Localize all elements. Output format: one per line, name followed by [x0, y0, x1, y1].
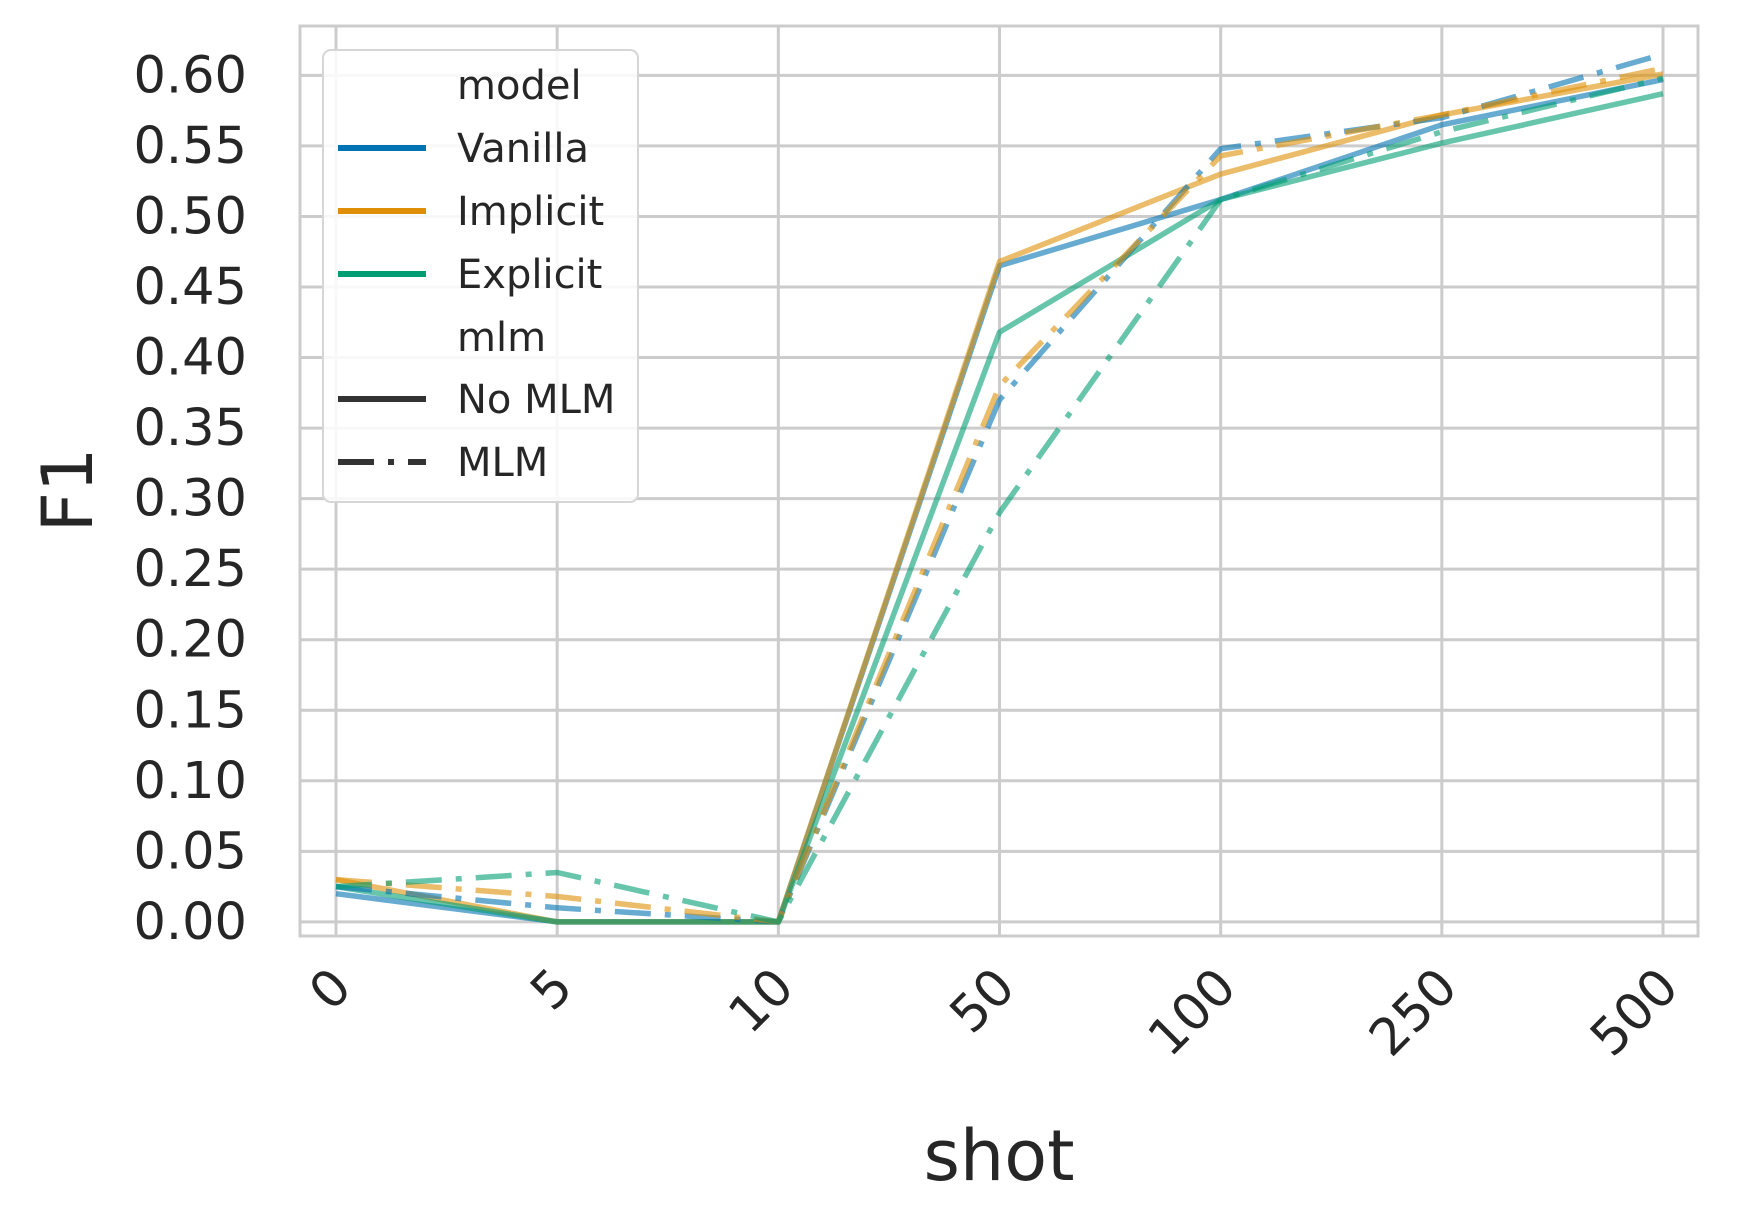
legend-box	[322, 49, 639, 503]
x-tick-label: 50	[939, 957, 1027, 1045]
y-tick-label: 0.35	[133, 399, 247, 458]
series-line-vanilla-mlm	[335, 51, 1664, 925]
legend-label-implicit: Implicit	[457, 189, 604, 235]
y-tick-label: 0.40	[133, 329, 247, 388]
x-tick-label: 500	[1580, 957, 1691, 1068]
legend: model Vanilla Implicit Explicit mlm No M…	[322, 49, 639, 503]
y-tick-label: 0.50	[133, 187, 247, 246]
x-tick-label: 250	[1358, 957, 1469, 1068]
x-axis-label: shot	[923, 1115, 1074, 1197]
legend-title-model: model	[457, 63, 582, 109]
series-line-explicit-mlm	[335, 75, 1664, 925]
series-line-explicit-no-mlm	[335, 91, 1664, 925]
x-tick-label: 100	[1137, 957, 1248, 1068]
y-tick-label: 0.60	[133, 46, 247, 105]
y-tick-label: 0.20	[133, 611, 247, 670]
legend-label-explicit: Explicit	[457, 252, 602, 298]
legend-label-no-mlm: No MLM	[457, 377, 615, 423]
y-tick-label: 0.45	[133, 258, 247, 317]
y-tick-label: 0.00	[133, 893, 247, 952]
legend-title-mlm: mlm	[457, 315, 546, 361]
y-tick-label: 0.25	[133, 540, 247, 599]
y-tick-label: 0.05	[133, 822, 247, 881]
legend-label-mlm: MLM	[457, 440, 548, 486]
series-layer	[335, 51, 1664, 925]
x-tick-label: 0	[299, 957, 364, 1022]
x-tick-labels: 0 5 10 50 100 250 500	[299, 957, 1691, 1068]
series-line-implicit-mlm	[335, 65, 1664, 925]
y-tick-label: 0.30	[133, 470, 247, 529]
y-tick-labels: 0.00 0.05 0.10 0.15 0.20 0.25 0.30 0.35 0.40 0.45…	[133, 46, 247, 952]
y-axis-label: F1	[27, 448, 109, 533]
x-tick-label: 10	[718, 957, 806, 1045]
y-tick-label: 0.15	[133, 681, 247, 740]
legend-label-vanilla: Vanilla	[457, 126, 589, 172]
x-tick-label: 5	[520, 957, 585, 1022]
y-tick-label: 0.10	[133, 752, 247, 811]
y-tick-label: 0.55	[133, 117, 247, 176]
